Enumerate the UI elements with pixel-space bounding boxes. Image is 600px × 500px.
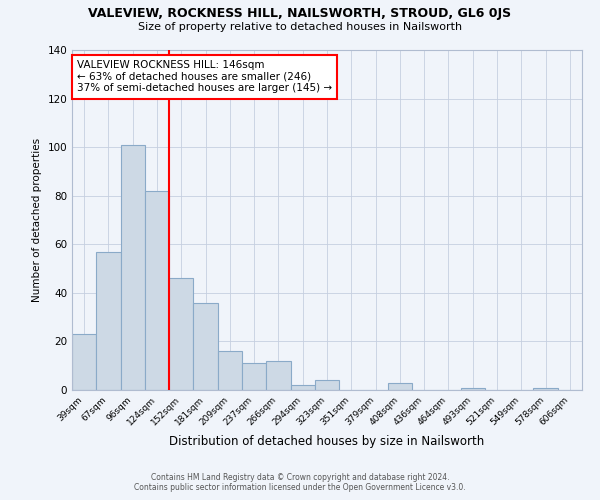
Y-axis label: Number of detached properties: Number of detached properties [32, 138, 42, 302]
Text: Size of property relative to detached houses in Nailsworth: Size of property relative to detached ho… [138, 22, 462, 32]
Bar [242, 364, 266, 390]
Bar [266, 361, 290, 390]
Bar [72, 334, 96, 390]
Bar [290, 385, 315, 390]
X-axis label: Distribution of detached houses by size in Nailsworth: Distribution of detached houses by size … [169, 436, 485, 448]
Bar [533, 388, 558, 390]
Bar [145, 191, 169, 390]
Bar [315, 380, 339, 390]
Bar [121, 144, 145, 390]
Bar [461, 388, 485, 390]
Text: VALEVIEW ROCKNESS HILL: 146sqm
← 63% of detached houses are smaller (246)
37% of: VALEVIEW ROCKNESS HILL: 146sqm ← 63% of … [77, 60, 332, 94]
Bar [96, 252, 121, 390]
Bar [193, 302, 218, 390]
Text: Contains HM Land Registry data © Crown copyright and database right 2024.
Contai: Contains HM Land Registry data © Crown c… [134, 473, 466, 492]
Bar [388, 382, 412, 390]
Bar [218, 351, 242, 390]
Text: VALEVIEW, ROCKNESS HILL, NAILSWORTH, STROUD, GL6 0JS: VALEVIEW, ROCKNESS HILL, NAILSWORTH, STR… [88, 8, 512, 20]
Bar [169, 278, 193, 390]
